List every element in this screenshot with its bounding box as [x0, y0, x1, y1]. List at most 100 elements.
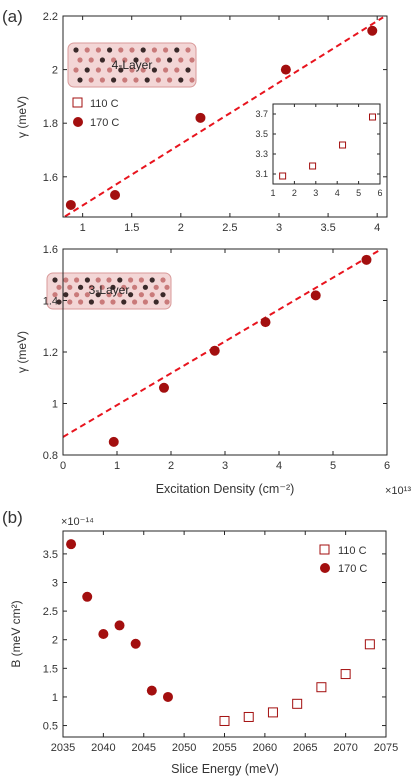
legend-b-label-110c: 110 C [338, 545, 367, 557]
panel-b-point-110c [243, 711, 254, 722]
inset-x-tick-label: 4 [335, 188, 340, 198]
structure-4-layer-atom [73, 67, 79, 73]
panel-b-x-tick-label: 2070 [333, 742, 357, 754]
panel-3-layer-point-170c [310, 290, 321, 301]
panel-3-layer-y-tick-label: 1.2 [43, 347, 58, 359]
panel-b-x-tick-label: 2060 [253, 742, 277, 754]
structure-4-layer-atom [95, 47, 101, 53]
panel-4-layer-point-170c [110, 190, 121, 201]
structure-3-layer-atom [88, 299, 94, 305]
structure-3-layer-atom [78, 299, 84, 305]
structure-3-layer-atom [106, 292, 112, 298]
legend-marker-110c [72, 97, 83, 108]
panel-b-point-110c [267, 707, 278, 718]
y-axis-label-4-layer: γ (meV) [15, 96, 29, 138]
panel-3-layer-x-tick-label: 6 [384, 460, 390, 472]
structure-3-layer-atom [164, 284, 170, 290]
panel-label-b: (b) [2, 508, 23, 527]
structure-3-layer-atom [95, 277, 101, 283]
structure-3-layer-atom [164, 299, 170, 305]
structure-4-layer-atom [99, 77, 105, 83]
panel-b-x-tick-label: 2050 [172, 742, 196, 754]
legend-b-marker-170c [320, 563, 330, 573]
structure-4-layer-atom [140, 67, 146, 73]
inset-point-110c [279, 172, 287, 180]
legend-panel-a: 110 C 170 C [72, 97, 119, 129]
panel-3-layer-x-tick-label: 3 [222, 460, 228, 472]
legend-label-110c: 110 C [90, 98, 119, 110]
structure-3-layer-atom [78, 284, 84, 290]
inset-x-tick-label: 2 [292, 188, 297, 198]
panel-3-layer-x-tick-label: 2 [168, 460, 174, 472]
structure-4-layer-atom [151, 67, 157, 73]
y-axis-label-b: B (meV cm²) [9, 600, 23, 667]
panel-b-point-110c [316, 682, 327, 693]
panel-b-point-170c [130, 638, 141, 649]
panel-3-layer-y-tick-label: 1.6 [43, 244, 58, 256]
structure-4-layer-atom [111, 77, 117, 83]
panel-b-point-110c [340, 669, 351, 680]
structure-4-layer-atom [185, 67, 191, 73]
structure-3-layer-atom [56, 299, 62, 305]
structure-3-layer-atom [74, 292, 80, 298]
structure-4-layer-atom [133, 77, 139, 83]
structure-4-layer-atom [118, 47, 124, 53]
structure-4-layer-atom [144, 57, 150, 63]
structure-3-layer-atom [132, 284, 138, 290]
panel-4-layer-y-tick-label: 2 [52, 65, 58, 77]
structure-4-layer-atom [178, 77, 184, 83]
structure-4-layer-atom [167, 57, 173, 63]
panel-b-x-tick-label: 2035 [51, 742, 75, 754]
structure-4-layer-atom [118, 67, 124, 73]
4-layer-structure-image [67, 42, 197, 88]
structure-4-layer-atom [189, 57, 195, 63]
panel-b-point-110c [292, 698, 303, 709]
inset-point-110c [339, 141, 347, 149]
panel-3-layer-y-tick-label: 0.8 [43, 450, 58, 462]
structure-4-layer-atom [129, 47, 135, 53]
structure-3-layer-atom [121, 299, 127, 305]
structure-4-layer-atom [111, 57, 117, 63]
panel-b-point-170c [162, 691, 173, 702]
structure-3-layer-atom [160, 292, 166, 298]
panel-3-layer-point-170c [108, 436, 119, 447]
structure-4-layer-atom [167, 77, 173, 83]
x-axis-label-slice-energy: Slice Energy (meV) [171, 762, 279, 776]
structure-3-layer-atom [63, 292, 69, 298]
panel-4-layer-y-tick-label: 1.8 [43, 118, 58, 130]
structure-3-layer-atom [153, 284, 159, 290]
panel-b-point-170c [114, 620, 125, 631]
structure-4-layer-atom [95, 67, 101, 73]
structure-4-layer-atom [151, 47, 157, 53]
panel-4-layer-point-170c [280, 64, 291, 75]
y-axis-label-3-layer: γ (meV) [15, 331, 29, 373]
structure-4-layer-atom [77, 57, 83, 63]
panel-b-y-tick-label: 1 [52, 692, 58, 704]
inset-y-tick-label: 3.5 [255, 129, 268, 139]
panel-3-layer-y-tick-label: 1.4 [43, 295, 58, 307]
panel-4-layer: 4-Layer 110 C 170 C 1 1.5 2 2.5 3 3.5 4 1.6 1.8… [15, 11, 388, 234]
structure-4-layer-atom [174, 67, 180, 73]
structure-4-layer-atom [133, 57, 139, 63]
panel-3-layer-point-170c [209, 345, 220, 356]
structure-3-layer-atom [67, 299, 73, 305]
structure-4-layer-atom [88, 77, 94, 83]
structure-3-layer-atom [117, 292, 123, 298]
panel-3-layer-x-tick-label: 4 [276, 460, 282, 472]
inset-y-tick-label: 3.1 [255, 169, 268, 179]
panel-b-y-tick-label: 1.5 [43, 663, 58, 675]
panel-b-x-tick-label: 2045 [132, 742, 156, 754]
panel-3-layer-y-tick-label: 1 [52, 398, 58, 410]
panel-3-layer-point-170c [260, 317, 271, 328]
panel-b-x-tick-label: 2075 [374, 742, 398, 754]
panel-4-layer-y-tick-label: 2.2 [43, 11, 58, 23]
structure-4-layer-atom [84, 47, 90, 53]
inset-x-tick-label: 3 [313, 188, 318, 198]
structure-3-layer-atom [121, 284, 127, 290]
panel-b-point-110c [364, 639, 375, 650]
legend-marker-170c [73, 117, 83, 127]
panel-3-layer-x-tick-label: 0 [60, 460, 66, 472]
panel-b-y-tick-label: 3 [52, 577, 58, 589]
panel-b-point-170c [98, 629, 109, 639]
structure-4-layer-atom [155, 57, 161, 63]
